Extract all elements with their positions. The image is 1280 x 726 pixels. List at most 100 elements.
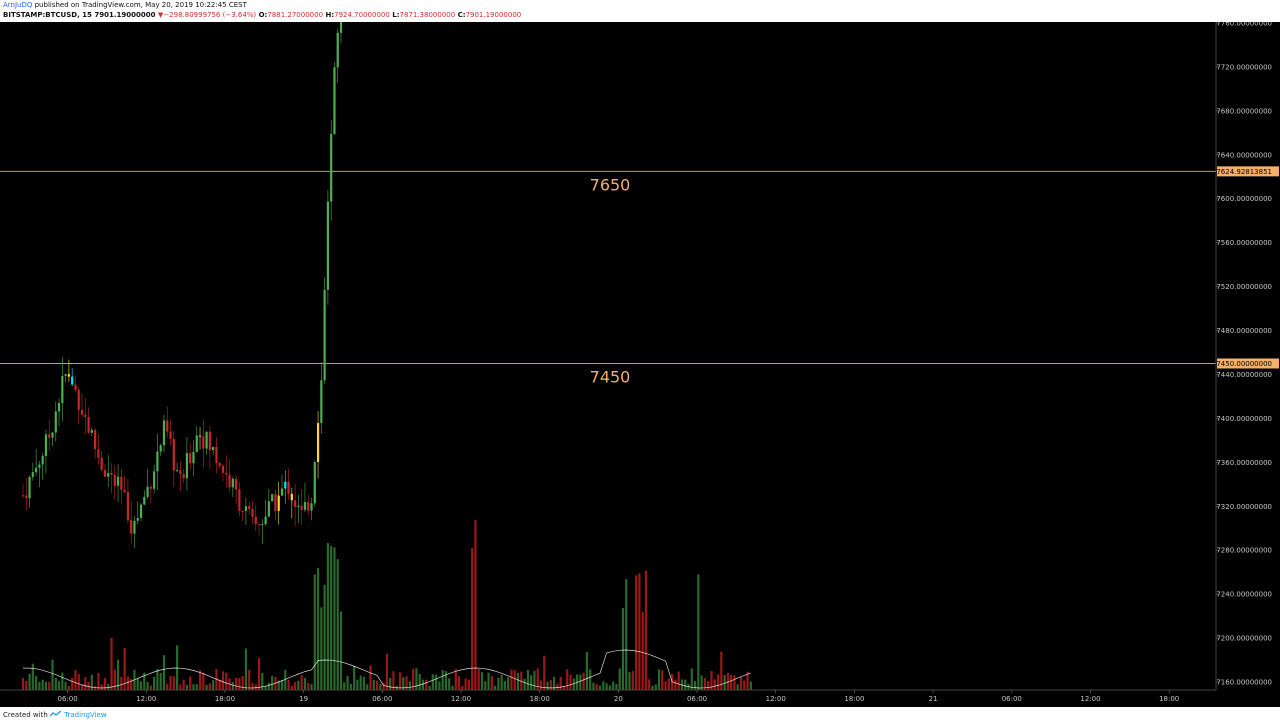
- volume-bar: [264, 685, 267, 690]
- volume-bar: [238, 677, 241, 690]
- volume-bar: [661, 670, 664, 690]
- volume-bar: [389, 677, 392, 690]
- time-tick-label: 18:00: [215, 695, 235, 703]
- volume-bar: [530, 675, 533, 690]
- volume-bar: [628, 672, 631, 690]
- candle-body: [323, 289, 326, 381]
- volume-bar: [513, 670, 516, 690]
- volume-bar: [300, 675, 303, 690]
- volume-bar: [87, 681, 90, 690]
- volume-bar: [349, 683, 352, 690]
- volume-bar: [166, 683, 169, 690]
- candle-body: [120, 476, 123, 490]
- candle-body: [103, 469, 107, 477]
- volume-bar: [179, 684, 182, 690]
- volume-bar: [585, 651, 588, 690]
- volume-bar: [579, 674, 582, 690]
- volume-bar: [434, 674, 438, 690]
- candle-body: [57, 402, 61, 412]
- candle-body: [116, 476, 120, 486]
- volume-bar: [520, 671, 523, 690]
- volume-bar: [697, 574, 700, 690]
- candle-body: [185, 453, 189, 479]
- volume-ma-line: [23, 649, 751, 689]
- volume-bar: [700, 675, 703, 690]
- volume-bar: [284, 669, 287, 690]
- symbol-name[interactable]: BITSTAMP:BTCUSD, 15: [3, 11, 92, 19]
- volume-bar: [316, 568, 320, 690]
- volume-bar: [287, 679, 290, 690]
- volume-bar: [297, 680, 300, 690]
- volume-bar: [510, 669, 513, 690]
- volume-bar: [307, 683, 310, 690]
- volume-bar: [84, 677, 87, 690]
- candle-body: [51, 432, 54, 438]
- candle-body: [90, 430, 93, 433]
- candle-body: [139, 504, 143, 518]
- volume-bar: [31, 663, 34, 690]
- volume-bar: [192, 684, 195, 690]
- level-axis-tag: [1217, 166, 1279, 177]
- volume-bar: [641, 612, 644, 690]
- candle-body: [87, 416, 90, 433]
- volume-bar: [398, 672, 402, 690]
- candle-body: [189, 453, 192, 464]
- candle-body: [248, 506, 251, 509]
- footer-brand[interactable]: TradingView: [64, 711, 107, 719]
- volume-bar: [618, 668, 621, 690]
- volume-bar: [716, 674, 720, 690]
- candle-body: [277, 495, 280, 511]
- volume-bar: [375, 680, 379, 690]
- candle-body: [172, 438, 175, 471]
- volume-bar: [602, 681, 605, 690]
- footer-text: Created with: [3, 711, 51, 719]
- volume-bar: [97, 673, 100, 690]
- candle-body: [254, 516, 257, 525]
- candle-body: [264, 516, 267, 525]
- candle-body: [48, 434, 51, 438]
- candle-body: [130, 520, 133, 534]
- volume-bar: [713, 679, 716, 690]
- candle-body: [192, 451, 195, 464]
- volume-bar: [77, 674, 80, 690]
- volume-bar: [415, 668, 418, 690]
- volume-bar: [402, 677, 405, 690]
- change-text: −298.80999756 (−3.64%): [163, 11, 257, 19]
- candle-body: [21, 495, 25, 497]
- candle-body: [212, 447, 215, 451]
- candle-body: [195, 435, 198, 452]
- price-tick-label: 7720.00000000: [1216, 63, 1272, 71]
- candle-body: [149, 486, 152, 489]
- volume-bar: [464, 678, 467, 690]
- price-tick-label: 7640.00000000: [1216, 151, 1272, 159]
- volume-bar: [457, 676, 461, 690]
- volume-bar: [139, 681, 143, 690]
- candle-body: [179, 470, 182, 475]
- level-axis-label: 7624.92813851: [1216, 168, 1272, 176]
- volume-bar: [454, 669, 457, 690]
- volume-bar: [598, 685, 602, 690]
- chart-area[interactable]: 780076507450 Left ShoulderHeadRight Shou…: [0, 22, 1280, 707]
- volume-bar: [64, 682, 67, 690]
- volume-bar: [310, 684, 313, 690]
- volume-bar: [444, 671, 448, 690]
- time-tick-label: 12:00: [766, 695, 786, 703]
- volume-bar: [605, 683, 608, 690]
- price-chart[interactable]: 780076507450 Left ShoulderHeadRight Shou…: [0, 22, 1280, 707]
- candle-body: [234, 478, 238, 490]
- volume-bar: [369, 665, 372, 690]
- volume-bar: [257, 657, 261, 690]
- author-link[interactable]: ArnJuDQ: [3, 1, 33, 9]
- volume-bar: [608, 685, 611, 690]
- price-tick-label: 7200.00000000: [1216, 635, 1272, 643]
- candle-body: [280, 488, 284, 496]
- volume-bar: [120, 676, 123, 690]
- time-tick-label: 18:00: [844, 695, 864, 703]
- volume-bar: [382, 682, 385, 690]
- close-label: C:: [457, 11, 466, 19]
- volume-bar: [638, 573, 641, 690]
- volume-bar: [746, 671, 749, 690]
- axis-layer: 7160.000000007200.000000007240.000000007…: [0, 22, 1280, 707]
- volume-bar: [146, 681, 149, 690]
- candle-body: [284, 481, 287, 489]
